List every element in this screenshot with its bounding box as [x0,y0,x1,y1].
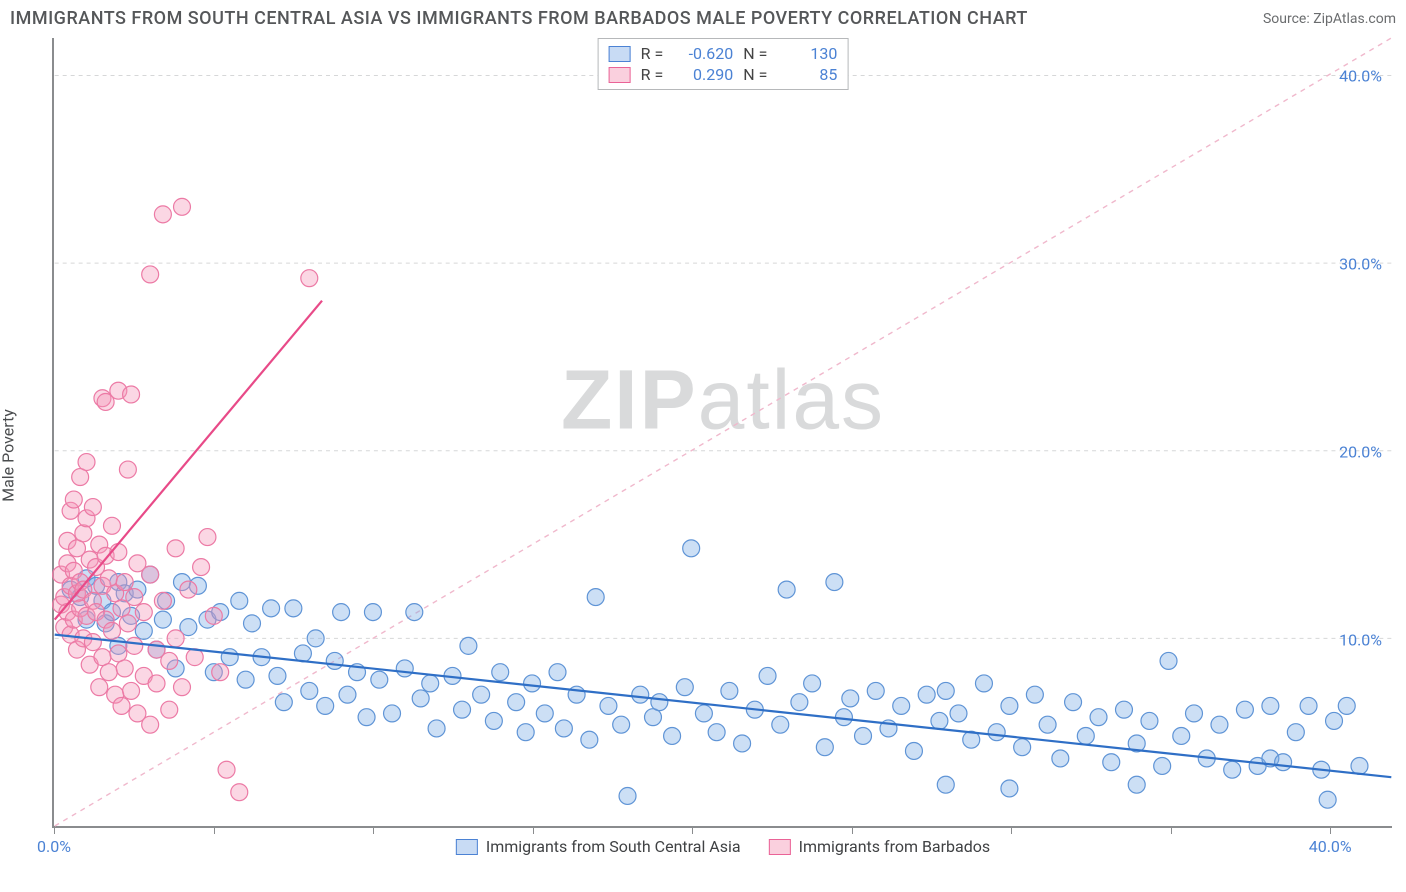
chart-title: IMMIGRANTS FROM SOUTH CENTRAL ASIA VS IM… [10,8,1028,29]
x-tick-label: 0.0% [37,837,71,856]
x-tick [852,826,853,834]
scatter-layer [54,38,1392,826]
r-label: R = [641,65,664,84]
swatch-blue-icon [609,46,631,62]
x-tick-label: 40.0% [1309,837,1352,856]
y-tick-label: 20.0% [1339,442,1382,461]
legend-stats-row-blue: R = -0.620 N = 130 [609,43,838,64]
r-label: R = [641,44,664,63]
source-label: Source: ZipAtlas.com [1263,11,1396,27]
x-tick [214,826,215,834]
x-tick [692,826,693,834]
x-tick [1171,826,1172,834]
n-value-pink: 85 [777,65,837,84]
legend-stats: R = -0.620 N = 130 R = 0.290 N = 85 [598,38,849,90]
swatch-pink-icon [609,67,631,83]
x-tick [533,826,534,834]
legend-series: Immigrants from South Central Asia Immig… [456,837,990,856]
legend-label-blue: Immigrants from South Central Asia [486,837,741,856]
n-label: N = [743,65,767,84]
legend-item-blue: Immigrants from South Central Asia [456,837,741,856]
n-value-blue: 130 [777,44,837,63]
y-tick-label: 40.0% [1339,66,1382,85]
n-label: N = [743,44,767,63]
title-bar: IMMIGRANTS FROM SOUTH CENTRAL ASIA VS IM… [10,8,1396,29]
legend-label-pink: Immigrants from Barbados [799,837,991,856]
r-value-pink: 0.290 [673,65,733,84]
x-tick [1011,826,1012,834]
x-tick [373,826,374,834]
x-tick [54,826,55,834]
y-axis-label: Male Poverty [0,409,18,502]
y-tick-label: 10.0% [1339,630,1382,649]
plot-area: ZIPatlas R = -0.620 N = 130 R = 0.290 N … [52,38,1392,828]
legend-stats-row-pink: R = 0.290 N = 85 [609,64,838,85]
swatch-pink-icon [769,839,791,855]
legend-item-pink: Immigrants from Barbados [769,837,991,856]
r-value-blue: -0.620 [673,44,733,63]
y-tick-label: 30.0% [1339,254,1382,273]
swatch-blue-icon [456,839,478,855]
x-tick [1330,826,1331,834]
